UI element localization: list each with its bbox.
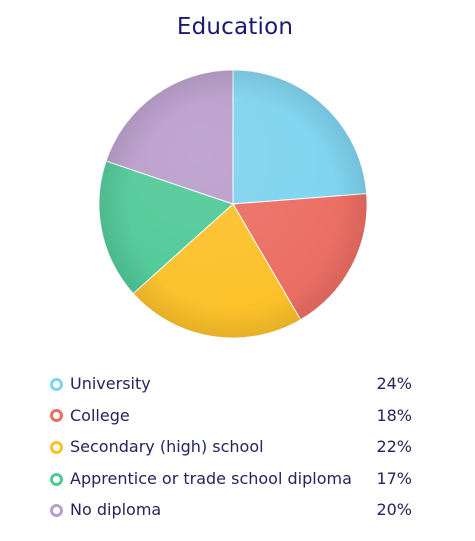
legend-marker-icon (50, 377, 63, 391)
legend-label: No diploma (70, 500, 162, 520)
legend-label: College (70, 405, 130, 425)
legend-label: University (70, 374, 151, 393)
legend-item-no-diploma[interactable]: No diploma 20% (48, 494, 416, 526)
legend-item-secondary-high-school[interactable]: Secondary (high) school 22% (48, 431, 416, 463)
legend-value: 18% (376, 405, 412, 425)
pie-gloss-overlay (99, 70, 367, 338)
legend-value: 24% (376, 374, 412, 393)
legend-marker-icon (50, 440, 63, 454)
legend-item-university[interactable]: University 24% (48, 368, 416, 400)
pie-chart (95, 66, 371, 342)
legend-value: 17% (376, 468, 412, 488)
pie-chart-svg (98, 69, 368, 339)
legend-marker-icon (50, 472, 63, 486)
legend-marker-icon (50, 409, 63, 423)
legend-item-college[interactable]: College 18% (48, 400, 416, 432)
legend-marker-icon (50, 504, 63, 518)
chart-legend: University 24% College 18% Secondary (high) … (48, 368, 416, 526)
chart-title: Education (176, 14, 294, 40)
legend-value: 20% (376, 500, 412, 520)
legend-label: Apprentice or trade school diploma (70, 468, 352, 488)
legend-value: 22% (376, 437, 412, 457)
legend-item-apprentice-or-trade-school-diploma[interactable]: Apprentice or trade school diploma 17% (48, 463, 416, 495)
legend-label: Secondary (high) school (70, 437, 264, 457)
